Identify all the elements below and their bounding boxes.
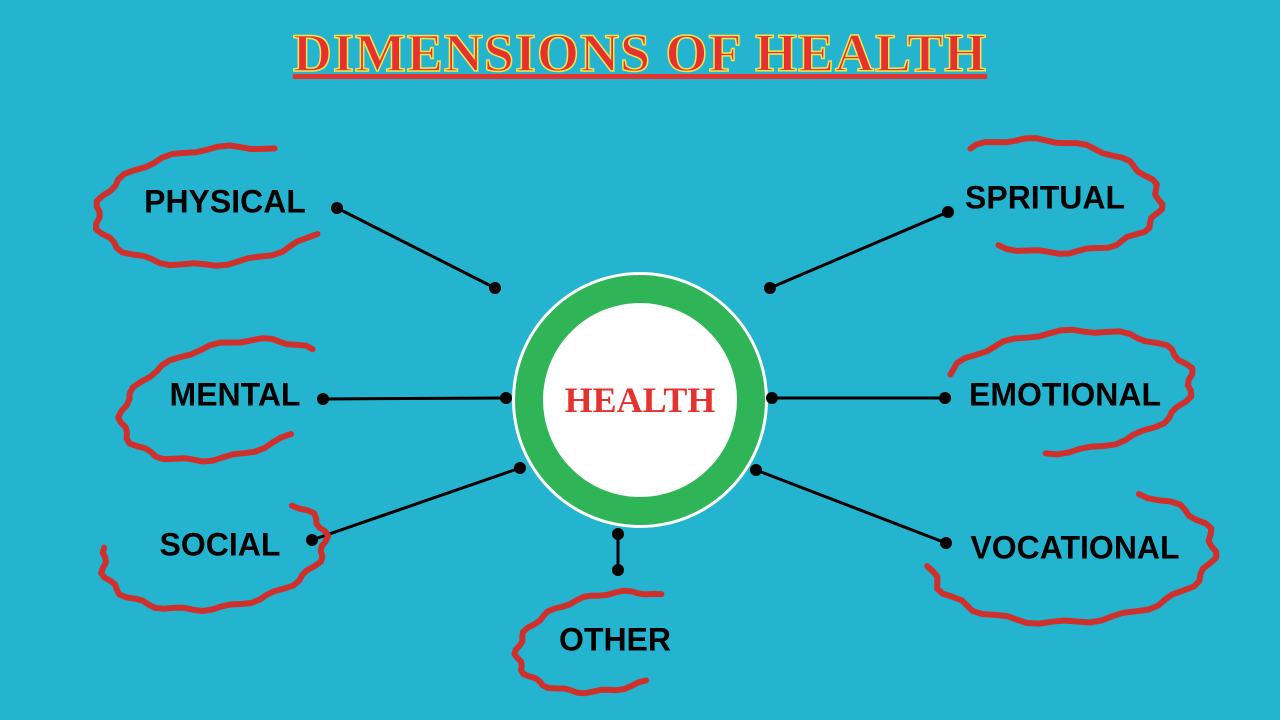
center-health-label: HEALTH <box>565 379 716 421</box>
diagram-stage: DIMENSIONS OF HEALTH HEALTH PHYSICAL MENT… <box>0 0 1280 720</box>
connector-mental <box>323 398 506 399</box>
connector-vocational <box>756 470 946 543</box>
node-label-social: SOCIAL <box>160 527 281 564</box>
connector-social <box>312 468 520 540</box>
node-label-mental: MENTAL <box>170 377 301 414</box>
node-label-vocational: VOCATIONAL <box>970 530 1179 567</box>
connector-spiritual <box>770 212 948 288</box>
node-label-other: OTHER <box>559 622 671 659</box>
node-label-spiritual: SPRITUAL <box>965 180 1125 217</box>
page-title: DIMENSIONS OF HEALTH <box>0 22 1280 84</box>
connector-physical <box>337 208 495 288</box>
center-health-circle: HEALTH <box>515 275 765 525</box>
node-label-emotional: EMOTIONAL <box>969 377 1161 414</box>
node-label-physical: PHYSICAL <box>144 184 306 221</box>
